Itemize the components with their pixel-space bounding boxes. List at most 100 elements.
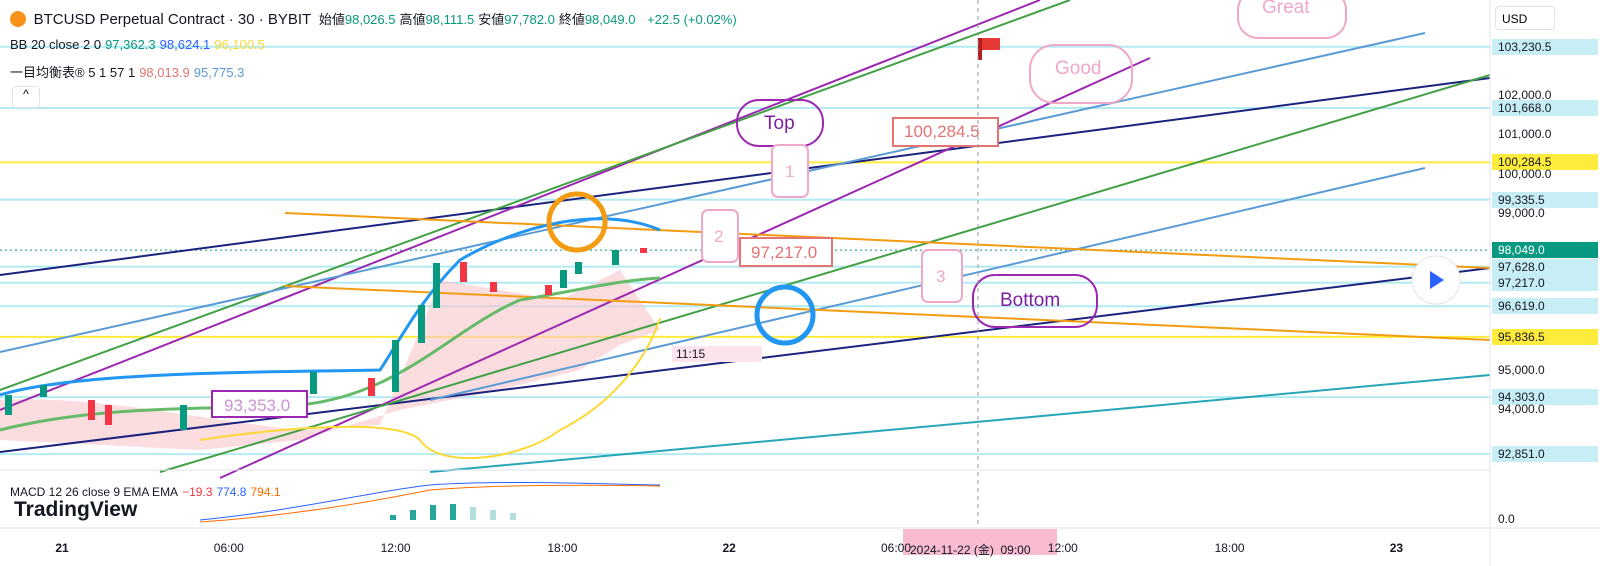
callout (892, 117, 999, 147)
trend-line (284, 285, 1491, 341)
macd-histogram (390, 504, 516, 520)
hist-bar (450, 504, 456, 520)
callout (1029, 44, 1133, 104)
candle (460, 262, 467, 282)
indicator-value: 95,775.3 (193, 65, 245, 80)
time-cursor: 2024-11-22 (金) 09:00 (910, 543, 1031, 557)
ichimoku-cloud (0, 270, 660, 450)
flag (982, 38, 1000, 50)
ma-line (0, 276, 661, 432)
btc-icon (10, 11, 26, 27)
callout (211, 390, 308, 418)
annotation: 100,284.5 (904, 122, 980, 141)
currency[interactable]: USD (1495, 6, 1555, 30)
clock-sticker (754, 284, 816, 346)
callout (701, 209, 739, 263)
symbol: BTCUSD Perpetual Contract · 30 · BYBIT (33, 11, 312, 28)
ohlc-label: 始値 (318, 12, 345, 27)
price-label: 102,000.0 (1498, 88, 1552, 102)
candle (560, 270, 567, 288)
symbol-legend: BTCUSD Perpetual Contract · 30 · BYBIT 始… (10, 9, 741, 28)
time-label: 06:00 (213, 541, 244, 555)
time-label: 06:00 (880, 541, 912, 555)
candle (368, 378, 375, 396)
trend-line (284, 212, 1491, 269)
trend-line (0, 0, 1041, 411)
time-cursor-bg (903, 529, 1057, 555)
annotation: Bottom (1000, 290, 1061, 311)
indicator-value: 98,013.9 (139, 65, 190, 80)
yellow-curve (199, 317, 661, 460)
ohlc-value: 98,111.5 (425, 12, 475, 27)
price-label: 98,049.0 (1492, 242, 1598, 259)
hist-bar (390, 515, 396, 520)
price-label: 92,851.0 (1492, 446, 1598, 463)
candle (40, 385, 47, 397)
candle (105, 405, 112, 425)
time-label: 12:00 (380, 541, 411, 555)
ohlc-value: 98,049.0 (584, 12, 636, 27)
annotation: 93,353.0 (224, 396, 291, 415)
candle (575, 262, 582, 274)
price-label: 97,628.0 (1492, 258, 1598, 275)
price-label: 94,303.0 (1492, 389, 1598, 406)
hist-bar (410, 510, 416, 520)
annotation: Good (1055, 58, 1102, 79)
trend-line (159, 74, 1491, 473)
trend-line (0, 77, 1491, 276)
time-label: 21 (55, 541, 69, 555)
annotation: Great (1262, 0, 1310, 18)
time-label: 22 (722, 541, 736, 555)
price-label: 94,000.0 (1498, 402, 1545, 416)
flag (978, 38, 982, 60)
scroll-icon (1430, 271, 1444, 289)
change: +22.5 (+0.02%) (647, 12, 737, 27)
ohlc-value: 98,026.5 (344, 12, 396, 27)
price-label: 100,000.0 (1498, 166, 1552, 181)
annotation: Top (764, 113, 795, 134)
annotation: 11:15 (676, 347, 706, 361)
trend-line (0, 0, 1071, 391)
callout (739, 237, 833, 267)
collapse-button[interactable]: ^ (12, 86, 40, 108)
ohlc-value: 97,782.0 (504, 12, 555, 27)
ohlc-label: 終値 (558, 12, 585, 27)
macd-value: −19.3 (182, 485, 213, 499)
candle (490, 282, 497, 292)
annotation: 3 (936, 267, 946, 286)
indicator-value: 96,100.5 (214, 37, 265, 52)
time-label: 12:00 (1047, 541, 1078, 555)
signal-line (199, 484, 661, 523)
candle (433, 263, 440, 308)
price-label: 100,284.5 (1492, 154, 1598, 171)
price-label: 96,619.0 (1492, 298, 1598, 315)
bb-legend: BB 20 close 2 0 97,362.3 98,624.1 96,100.5 (10, 37, 269, 52)
hist-bar (430, 505, 436, 520)
annotation: 1 (785, 162, 795, 181)
candle (310, 372, 317, 394)
macd-line (199, 482, 661, 521)
ohlc-label: 高値 (399, 12, 426, 27)
hist-bar (470, 507, 476, 520)
time-label: 23 (1389, 541, 1404, 555)
price-label: 97,217.0 (1492, 274, 1598, 291)
annotation: 97,217.0 (751, 243, 818, 262)
callout (1237, 0, 1347, 39)
hist-bar (490, 510, 496, 520)
macd-name: MACD 12 26 close 9 EMA EMA (10, 485, 179, 499)
callout (771, 144, 809, 198)
candle (612, 250, 619, 265)
candle (5, 395, 12, 415)
macd-zero: 0.0 (1498, 512, 1515, 526)
ichimoku-legend: 一目均衡表® 5 1 57 1 98,013.9 95,775.3 (10, 62, 248, 81)
callout (921, 249, 963, 303)
candle (418, 305, 425, 343)
trend-line (0, 32, 1426, 353)
indicator-name: 一目均衡表® 5 1 57 1 (10, 65, 136, 80)
price-label: 99,335.5 (1492, 191, 1598, 208)
drawings (0, 0, 1491, 479)
price-label: 99,000.0 (1498, 205, 1545, 220)
indicator-name: BB 20 close 2 0 (10, 37, 102, 52)
